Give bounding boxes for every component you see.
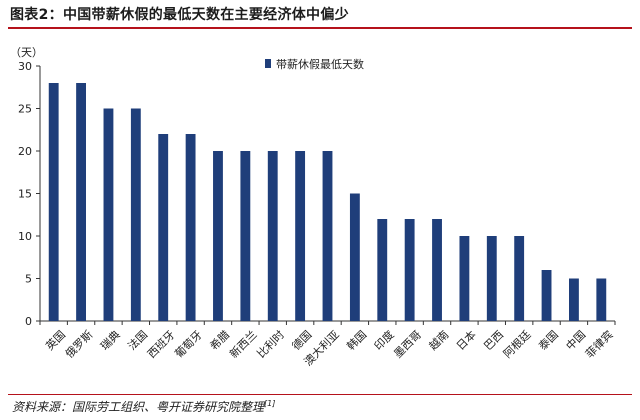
bar xyxy=(404,219,415,321)
chart-title: 图表2：中国带薪休假的最低天数在主要经济体中偏少 xyxy=(10,7,349,23)
y-axis-unit-label: （天） xyxy=(10,46,43,59)
bar-series xyxy=(48,83,607,321)
y-tick-label: 25 xyxy=(18,103,32,116)
x-tick-label: 新西兰 xyxy=(226,327,259,360)
y-tick-label: 20 xyxy=(18,145,32,158)
x-tick-label: 比利时 xyxy=(255,328,288,361)
bar xyxy=(76,83,86,321)
x-tick-label: 菲律宾 xyxy=(582,327,615,360)
bar xyxy=(213,151,223,321)
bar xyxy=(158,134,169,321)
x-tick-label: 葡萄牙 xyxy=(172,328,205,361)
x-tick-label: 俄罗斯 xyxy=(63,328,96,361)
x-tick-label: 泰国 xyxy=(535,327,560,352)
bar xyxy=(267,151,278,321)
bar xyxy=(48,83,59,321)
source-text: 资料来源：国际劳工组织、粤开证券研究院整理 xyxy=(12,400,265,414)
x-tick-label: 墨西哥 xyxy=(391,328,424,361)
bar xyxy=(240,151,251,321)
legend-swatch xyxy=(265,59,271,68)
bar xyxy=(130,108,141,321)
legend: 带薪休假最低天数 xyxy=(265,57,364,71)
x-tick-label: 瑞典 xyxy=(97,327,122,352)
bar xyxy=(459,236,470,321)
bar xyxy=(349,193,360,321)
bar xyxy=(596,278,607,321)
source-note: 资料来源：国际劳工组织、粤开证券研究院整理[1] xyxy=(12,398,275,415)
x-tick-label: 西班牙 xyxy=(145,328,178,361)
x-tick-label: 阿根廷 xyxy=(500,327,533,360)
y-tick-label: 0 xyxy=(25,315,32,328)
y-tick-label: 5 xyxy=(25,273,32,286)
bar xyxy=(295,151,306,321)
bar xyxy=(322,151,333,321)
y-tick-label: 30 xyxy=(18,60,32,73)
x-tick-label: 韩国 xyxy=(344,327,369,352)
y-tick-label: 15 xyxy=(18,188,32,201)
bar xyxy=(185,134,196,321)
x-tick-label: 越南 xyxy=(426,327,451,352)
bar xyxy=(377,219,388,321)
y-tick-label: 10 xyxy=(18,230,32,243)
bar xyxy=(541,270,552,321)
bar xyxy=(432,219,442,321)
source-footnote-ref: [1] xyxy=(264,399,276,408)
bar xyxy=(569,278,579,321)
title-divider xyxy=(8,27,632,29)
bar xyxy=(103,108,114,321)
bar xyxy=(486,236,497,321)
bar xyxy=(514,236,525,321)
x-tick-label: 日本 xyxy=(453,327,478,352)
source-divider xyxy=(8,394,632,395)
legend-label: 带薪休假最低天数 xyxy=(276,57,364,71)
y-axis: 0 5 10 15 20 25 30（天） xyxy=(10,46,43,328)
